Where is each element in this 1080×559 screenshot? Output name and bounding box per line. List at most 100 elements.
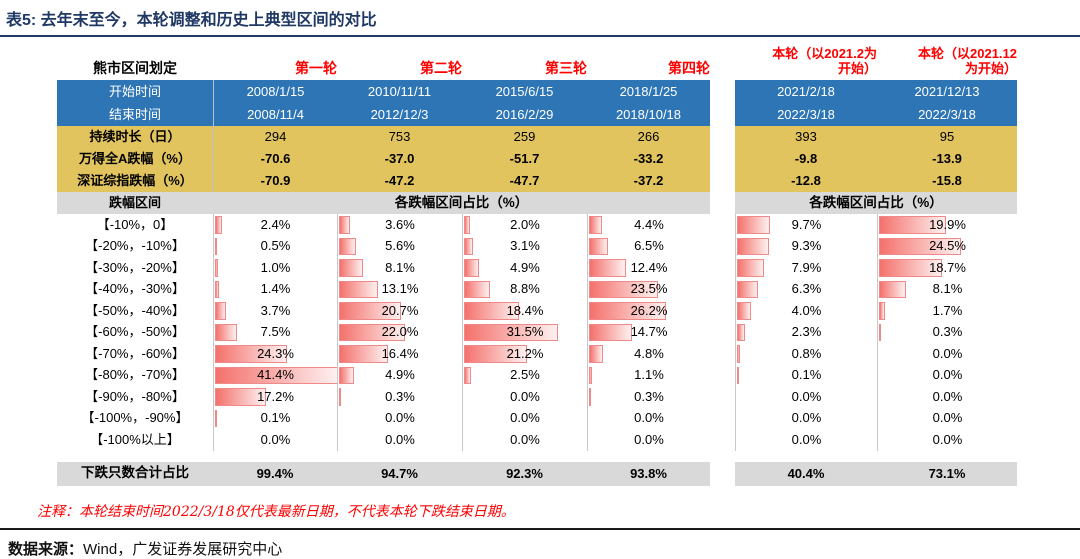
bar-value: 0.0% — [510, 388, 540, 404]
bar-value: 0.0% — [791, 431, 822, 447]
bar-value: 8.1% — [385, 259, 415, 275]
bar-value: 12.4% — [630, 259, 668, 275]
bar-cell: 7.5% — [213, 321, 337, 343]
sz-comp-decline-cell: -47.2 — [337, 170, 462, 192]
interval-row: 【-100%，-90%】 0.1% 0.0% 0.0% 0.0% 0.0% 0.0% — [57, 407, 1020, 429]
sz-comp-decline-cell: -15.8 — [877, 170, 1017, 192]
bar-value: 7.5% — [260, 324, 291, 340]
round-header-line: 本轮（以2021.12 — [918, 45, 1017, 61]
bar-value: 6.3% — [791, 281, 822, 297]
interval-row: 【-50%，-40%】 3.7% 20.7% 18.4% 26.2% 4.0% 1.7% — [57, 300, 1020, 322]
bar-value: 5.6% — [385, 238, 415, 254]
data-bar — [464, 366, 472, 384]
data-bar — [879, 216, 946, 234]
data-bar — [737, 366, 739, 384]
data-bar — [589, 388, 591, 406]
bar-value: 8.8% — [510, 281, 540, 297]
start-date-cell: 2021/2/18 — [735, 80, 877, 103]
bar-cell: 6.3% — [735, 278, 877, 300]
round-header-2: 第二轮 — [337, 42, 462, 80]
data-bar — [879, 280, 907, 298]
round-header-6: 本轮（以2021.12 为开始） — [877, 42, 1017, 80]
data-bar — [589, 366, 593, 384]
bar-cell: 4.8% — [587, 343, 710, 365]
bar-value: 22.0% — [381, 324, 419, 340]
round-header-line: 本轮（以2021.2为 — [772, 45, 877, 61]
bar-cell: 0.0% — [587, 407, 710, 429]
column-gap — [710, 126, 735, 148]
bar-value: 0.0% — [932, 410, 963, 426]
end-date-cell: 2012/12/3 — [337, 103, 462, 126]
column-gap — [710, 278, 735, 300]
bar-value: 7.9% — [791, 259, 822, 275]
bar-value: 6.5% — [634, 238, 664, 254]
bar-cell: 0.0% — [213, 429, 337, 451]
bar-cell: 0.0% — [877, 429, 1017, 451]
data-bar — [215, 259, 218, 277]
column-gap — [710, 257, 735, 279]
data-bar — [589, 237, 609, 255]
bar-cell: 8.1% — [337, 257, 462, 279]
round-header-line: 第四轮 — [668, 60, 710, 77]
bar-cell: 12.4% — [587, 257, 710, 279]
summary-cell: 99.4% — [213, 461, 337, 486]
bar-cell: 2.0% — [462, 214, 587, 236]
bar-value: 0.1% — [260, 410, 291, 426]
interval-label: 【-40%，-30%】 — [85, 281, 185, 297]
interval-row: 【-20%，-10%】 0.5% 5.6% 3.1% 6.5% 9.3% 24.5% — [57, 235, 1020, 257]
interval-row: 【-70%，-60%】 24.3% 16.4% 21.2% 4.8% 0.8% 0.0% — [57, 343, 1020, 365]
bar-value: 16.4% — [381, 345, 419, 361]
bar-value: 26.2% — [630, 302, 668, 318]
data-bar — [339, 237, 356, 255]
sz-comp-decline-cell: -37.2 — [587, 170, 710, 192]
bar-value: 1.4% — [260, 281, 291, 297]
start-date-label: 开始时间 — [57, 80, 213, 103]
sz-comp-decline-cell: -70.9 — [213, 170, 337, 192]
column-gap — [710, 364, 735, 386]
bar-value: 0.3% — [932, 324, 963, 340]
column-gap — [710, 148, 735, 170]
duration-cell: 95 — [877, 126, 1017, 148]
bar-value: 4.4% — [634, 216, 664, 232]
data-bar — [737, 302, 751, 320]
bar-value: 17.2% — [257, 388, 294, 404]
column-gap — [710, 343, 735, 365]
duration-cell: 266 — [587, 126, 710, 148]
bar-cell: 9.7% — [735, 214, 877, 236]
interval-label: 【-20%，-10%】 — [85, 238, 185, 254]
bar-value: 1.0% — [260, 259, 291, 275]
bar-cell: 0.3% — [587, 386, 710, 408]
round-header-line: 第一轮 — [295, 60, 337, 77]
column-gap — [710, 42, 735, 80]
bar-cell: 4.9% — [337, 364, 462, 386]
sz-comp-decline-label: 深证综指跌幅（%） — [57, 170, 213, 192]
data-bar — [215, 345, 288, 363]
bar-value: 20.7% — [381, 302, 419, 318]
interval-label: 【-70%，-60%】 — [85, 345, 185, 361]
column-gap — [710, 321, 735, 343]
bar-value: 2.0% — [510, 216, 540, 232]
bar-value: 4.8% — [634, 345, 664, 361]
bar-cell: 0.0% — [735, 386, 877, 408]
sz-comp-decline-cell: -47.7 — [462, 170, 587, 192]
bar-cell: 9.3% — [735, 235, 877, 257]
bar-cell: 8.8% — [462, 278, 587, 300]
round-header-3: 第三轮 — [462, 42, 587, 80]
bar-cell: 0.0% — [877, 386, 1017, 408]
bar-cell: 0.0% — [462, 386, 587, 408]
bar-cell: 0.0% — [462, 429, 587, 451]
data-bar — [339, 302, 401, 320]
data-bar — [589, 259, 626, 277]
interval-label: 【-60%，-50%】 — [85, 324, 185, 340]
share-header-right: 各跌幅区间占比（%） — [735, 192, 1017, 214]
bar-cell: 2.5% — [462, 364, 587, 386]
bar-cell: 18.7% — [877, 257, 1017, 279]
bar-cell: 0.0% — [735, 429, 877, 451]
bar-value: 3.7% — [260, 302, 291, 318]
bar-value: 0.8% — [791, 345, 822, 361]
column-gap — [710, 461, 735, 486]
bar-value: 1.1% — [634, 367, 664, 383]
bar-cell: 4.0% — [735, 300, 877, 322]
bar-value: 19.9% — [929, 216, 966, 232]
bar-value: 0.0% — [932, 345, 963, 361]
